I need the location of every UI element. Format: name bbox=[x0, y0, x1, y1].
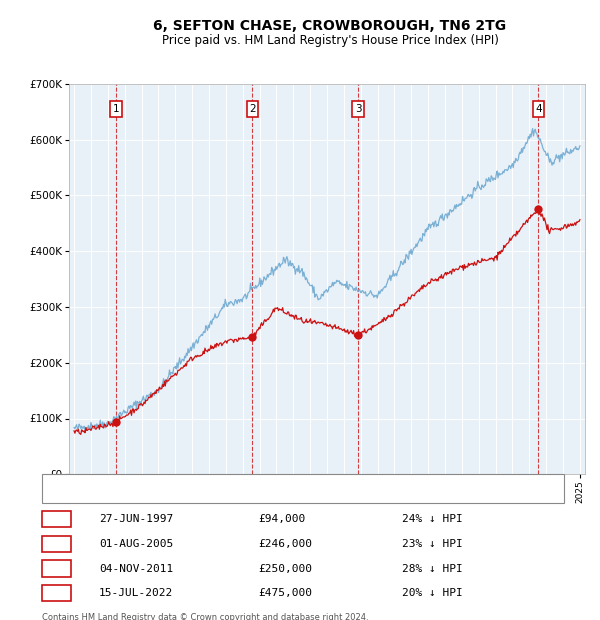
Text: 2: 2 bbox=[53, 539, 60, 549]
Text: £250,000: £250,000 bbox=[258, 564, 312, 574]
Text: £475,000: £475,000 bbox=[258, 588, 312, 598]
Text: 28% ↓ HPI: 28% ↓ HPI bbox=[402, 564, 463, 574]
Text: 24% ↓ HPI: 24% ↓ HPI bbox=[402, 514, 463, 524]
Text: 6, SEFTON CHASE, CROWBOROUGH, TN6 2TG: 6, SEFTON CHASE, CROWBOROUGH, TN6 2TG bbox=[154, 19, 506, 33]
Text: HPI: Average price, detached house, Wealden: HPI: Average price, detached house, Weal… bbox=[93, 490, 331, 500]
Text: £94,000: £94,000 bbox=[258, 514, 305, 524]
Text: 1: 1 bbox=[53, 514, 60, 524]
Text: 01-AUG-2005: 01-AUG-2005 bbox=[99, 539, 173, 549]
Text: 2: 2 bbox=[249, 104, 256, 114]
Text: 1: 1 bbox=[113, 104, 119, 114]
Text: 3: 3 bbox=[355, 104, 361, 114]
Text: Contains HM Land Registry data © Crown copyright and database right 2024.
This d: Contains HM Land Registry data © Crown c… bbox=[42, 613, 368, 620]
Text: Price paid vs. HM Land Registry's House Price Index (HPI): Price paid vs. HM Land Registry's House … bbox=[161, 34, 499, 47]
Text: 27-JUN-1997: 27-JUN-1997 bbox=[99, 514, 173, 524]
Text: £246,000: £246,000 bbox=[258, 539, 312, 549]
Text: 15-JUL-2022: 15-JUL-2022 bbox=[99, 588, 173, 598]
Text: 3: 3 bbox=[53, 564, 60, 574]
Text: 20% ↓ HPI: 20% ↓ HPI bbox=[402, 588, 463, 598]
Text: 04-NOV-2011: 04-NOV-2011 bbox=[99, 564, 173, 574]
Text: 4: 4 bbox=[535, 104, 542, 114]
Text: 4: 4 bbox=[53, 588, 60, 598]
Text: 23% ↓ HPI: 23% ↓ HPI bbox=[402, 539, 463, 549]
Text: 6, SEFTON CHASE, CROWBOROUGH, TN6 2TG (detached house): 6, SEFTON CHASE, CROWBOROUGH, TN6 2TG (d… bbox=[93, 477, 426, 487]
